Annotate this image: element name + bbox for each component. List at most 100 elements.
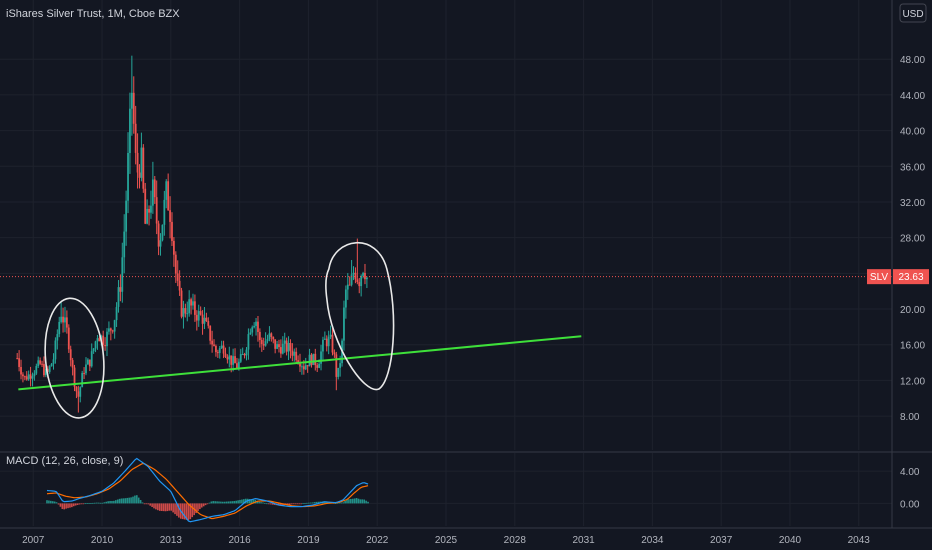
candle-body bbox=[125, 200, 128, 232]
candle-body bbox=[22, 374, 24, 377]
time-tick-label: 2010 bbox=[91, 535, 114, 546]
candle-body bbox=[344, 289, 347, 308]
price-tick-label: 12.00 bbox=[900, 376, 925, 387]
macd-histogram-bar bbox=[241, 499, 243, 504]
macd-histogram-bar bbox=[116, 499, 119, 504]
macd-histogram-bar bbox=[334, 503, 337, 504]
candle-body bbox=[260, 339, 263, 345]
macd-histogram-bar bbox=[233, 501, 236, 504]
price-tag-ticker: SLV bbox=[870, 272, 888, 283]
candle-body bbox=[184, 308, 187, 314]
macd-histogram-bar bbox=[136, 495, 138, 504]
macd-histogram-bar bbox=[130, 497, 132, 504]
macd-histogram-bar bbox=[286, 503, 289, 505]
candle-body bbox=[92, 348, 95, 352]
macd-histogram-bar bbox=[65, 503, 67, 509]
candle-body bbox=[314, 353, 317, 366]
macd-histogram-bar bbox=[69, 503, 71, 508]
candle-body bbox=[109, 328, 112, 331]
annotation-ellipse-2008 bbox=[44, 297, 105, 419]
macd-histogram-bar bbox=[210, 501, 213, 504]
candle-body bbox=[323, 338, 326, 340]
macd-histogram-bar bbox=[124, 498, 127, 504]
candle-body bbox=[159, 240, 162, 247]
candle-body bbox=[333, 352, 336, 355]
macd-histogram-bar bbox=[256, 500, 259, 504]
candle-body bbox=[132, 92, 135, 124]
candle-body bbox=[197, 311, 200, 321]
candle-body bbox=[201, 314, 204, 324]
price-tick-label: 8.00 bbox=[900, 412, 920, 423]
candle-body bbox=[44, 368, 47, 376]
candle-body bbox=[339, 363, 342, 368]
candle-body bbox=[329, 334, 332, 337]
macd-histogram-bar bbox=[265, 503, 268, 505]
macd-histogram-bar bbox=[208, 502, 211, 504]
macd-histogram-bar bbox=[92, 502, 94, 504]
candle-body bbox=[285, 340, 288, 352]
candle-body bbox=[65, 317, 68, 328]
macd-histogram-bar bbox=[172, 503, 174, 513]
candle-body bbox=[144, 188, 147, 224]
time-tick-label: 2007 bbox=[22, 535, 45, 546]
candle-body bbox=[291, 350, 294, 356]
macd-histogram-bar bbox=[227, 501, 230, 504]
macd-histogram-bar bbox=[141, 502, 144, 504]
macd-histogram-bar bbox=[84, 503, 87, 505]
macd-histogram-bar bbox=[237, 500, 239, 504]
macd-histogram-bar bbox=[252, 499, 255, 504]
macd-histogram-bar bbox=[202, 503, 205, 507]
candle-body bbox=[264, 341, 267, 346]
macd-legend[interactable]: MACD (12, 26, close, 9) bbox=[6, 455, 123, 467]
macd-histogram-bar bbox=[120, 498, 123, 504]
time-tick-label: 2040 bbox=[779, 535, 802, 546]
macd-histogram-bar bbox=[160, 503, 163, 511]
candle-body bbox=[31, 376, 34, 379]
candle-body bbox=[96, 338, 99, 342]
macd-histogram-bar bbox=[235, 500, 237, 504]
currency-button[interactable]: USD bbox=[899, 3, 927, 23]
macd-histogram-bar bbox=[50, 500, 52, 504]
macd-histogram-bar bbox=[170, 503, 173, 511]
macd-histogram-bar bbox=[350, 498, 352, 504]
candle-body bbox=[316, 365, 319, 368]
macd-axis[interactable]: 0.00 4.00 bbox=[900, 467, 920, 510]
macd-histogram-bar bbox=[155, 503, 157, 510]
candle-body bbox=[37, 360, 40, 367]
candle-body bbox=[337, 367, 340, 377]
macd-series bbox=[46, 457, 369, 523]
candle-body bbox=[25, 376, 28, 380]
candle-body bbox=[39, 360, 42, 364]
candle-body bbox=[60, 316, 63, 322]
macd-histogram-bar bbox=[86, 503, 88, 504]
candle-body bbox=[331, 334, 334, 353]
candle-body bbox=[348, 284, 351, 286]
macd-tick-label: 0.00 bbox=[900, 499, 920, 510]
candle-body bbox=[136, 152, 139, 173]
candle-body bbox=[81, 372, 84, 388]
candle-body bbox=[295, 351, 298, 361]
candle-body bbox=[123, 231, 126, 258]
price-tick-label: 40.00 bbox=[900, 127, 925, 138]
candle-body bbox=[308, 354, 311, 367]
candle-body bbox=[186, 313, 189, 315]
candle-body bbox=[20, 366, 22, 375]
candle-body bbox=[151, 179, 154, 206]
candle-body bbox=[56, 334, 59, 341]
macd-tick-label: 4.00 bbox=[900, 467, 920, 478]
time-axis[interactable]: 2007 2010 2013 2016 2019 2022 2025 2028 2031 2034… bbox=[22, 535, 870, 546]
candle-body bbox=[299, 362, 301, 367]
candle-body bbox=[77, 391, 80, 397]
candle-body bbox=[174, 254, 177, 274]
candle-body bbox=[270, 333, 273, 337]
candle-body bbox=[279, 347, 282, 354]
chart-title: iShares Silver Trust, 1M, Cboe BZX bbox=[6, 8, 180, 20]
candle-body bbox=[255, 321, 257, 326]
candle-body bbox=[73, 367, 76, 387]
macd-histogram-bar bbox=[267, 503, 270, 505]
support-trendline bbox=[18, 335, 582, 391]
candle-body bbox=[251, 327, 254, 333]
